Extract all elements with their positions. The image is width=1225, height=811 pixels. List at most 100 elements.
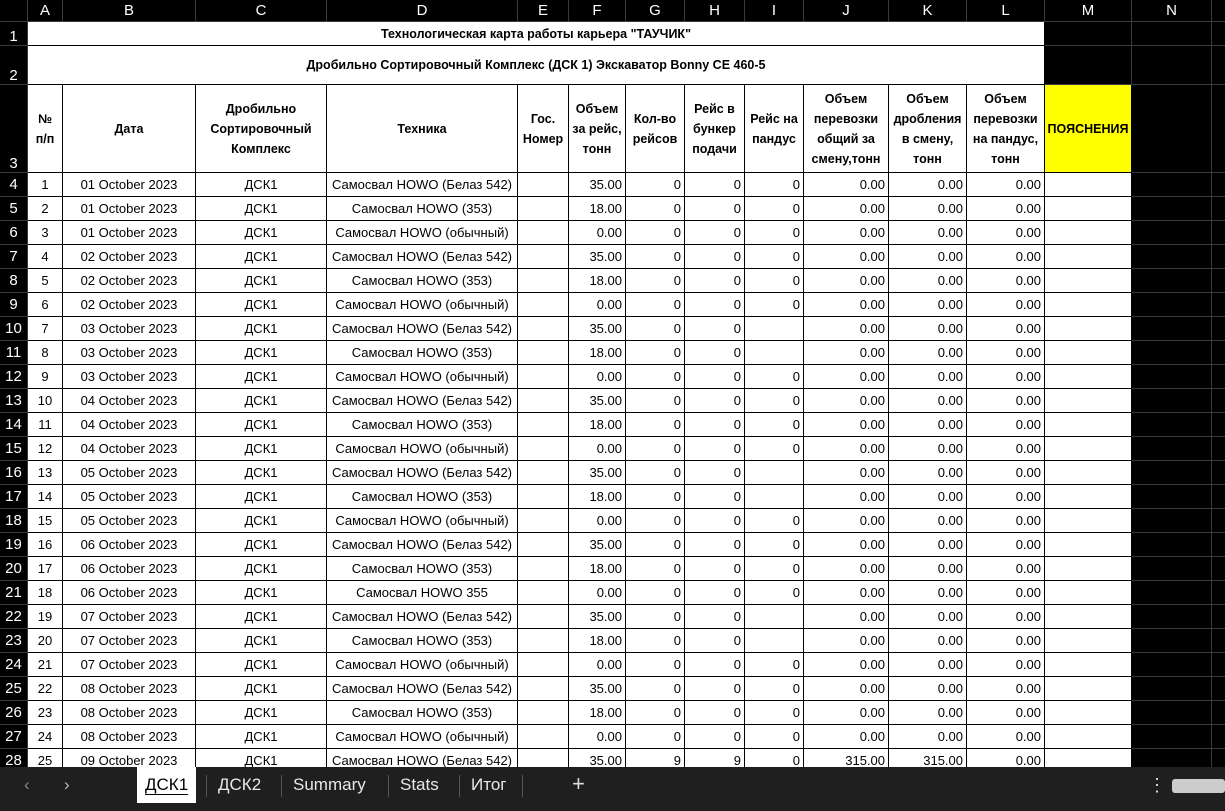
cell: Самосвал HOWO (Белаз 542) xyxy=(327,533,518,557)
cell: 0.00 xyxy=(804,509,889,533)
column-header xyxy=(1212,0,1225,22)
column-header: G xyxy=(626,0,685,22)
cell: 0.00 xyxy=(569,293,626,317)
row-header: 8 xyxy=(0,269,28,293)
cell: 35.00 xyxy=(569,389,626,413)
empty-cell xyxy=(1212,365,1225,389)
cell: 0.00 xyxy=(889,653,967,677)
empty-cell xyxy=(1212,605,1225,629)
cell: 0.00 xyxy=(967,629,1045,653)
cell: 0.00 xyxy=(967,365,1045,389)
sheet-tab[interactable]: Stats xyxy=(400,775,439,794)
cell: ДСК1 xyxy=(196,629,327,653)
cell: Самосвал HOWO (обычный) xyxy=(327,293,518,317)
row-header: 3 xyxy=(0,85,28,173)
column-title: Техника xyxy=(327,85,518,173)
column-title: Кол-во рейсов xyxy=(626,85,685,173)
cell: 0.00 xyxy=(889,485,967,509)
column-header: A xyxy=(28,0,63,22)
cell: 0 xyxy=(626,653,685,677)
sheet-tab[interactable]: Итог xyxy=(471,775,507,794)
cell: 9 xyxy=(685,749,745,767)
cell: ДСК1 xyxy=(196,245,327,269)
sheet-tab[interactable]: ДСК1 xyxy=(137,767,197,803)
cell xyxy=(518,317,569,341)
empty-cell xyxy=(1132,22,1212,46)
empty-cell xyxy=(1132,197,1212,221)
cell: 0.00 xyxy=(804,701,889,725)
cell: 06 October 2023 xyxy=(63,533,196,557)
column-header: K xyxy=(889,0,967,22)
cell: Самосвал HOWO (обычный) xyxy=(327,221,518,245)
column-header: N xyxy=(1132,0,1212,22)
sheet-tab[interactable]: ДСК2 xyxy=(218,775,262,794)
row-header: 15 xyxy=(0,437,28,461)
column-title: Объем дробления в смену, тонн xyxy=(889,85,967,173)
cell: 0.00 xyxy=(804,293,889,317)
cell xyxy=(518,365,569,389)
cell: ДСК1 xyxy=(196,221,327,245)
empty-cell xyxy=(1212,557,1225,581)
row-header: 1 xyxy=(0,22,28,46)
cell: 2 xyxy=(28,197,63,221)
scrollbar[interactable] xyxy=(1172,779,1225,793)
tab-separator xyxy=(388,775,389,797)
cell: 0.00 xyxy=(889,437,967,461)
empty-cell xyxy=(1132,605,1212,629)
cell: Самосвал HOWO (353) xyxy=(327,701,518,725)
cell xyxy=(518,437,569,461)
cell: 0.00 xyxy=(967,293,1045,317)
add-sheet[interactable]: + xyxy=(572,771,585,796)
column-header: I xyxy=(745,0,804,22)
cell: 0 xyxy=(685,677,745,701)
cell: Самосвал HOWO (353) xyxy=(327,413,518,437)
cell: 03 October 2023 xyxy=(63,341,196,365)
next-sheet[interactable]: › xyxy=(64,775,70,794)
cell: 02 October 2023 xyxy=(63,245,196,269)
cell: 0 xyxy=(626,221,685,245)
empty-cell xyxy=(1212,269,1225,293)
prev-sheet[interactable]: ‹ xyxy=(24,775,30,794)
cell: 0.00 xyxy=(967,437,1045,461)
cell: 0 xyxy=(626,245,685,269)
more-menu[interactable]: ⋮ xyxy=(1148,775,1166,795)
cell: 0.00 xyxy=(889,365,967,389)
empty-cell xyxy=(1132,581,1212,605)
cell xyxy=(518,701,569,725)
cell: 0 xyxy=(626,509,685,533)
column-header: B xyxy=(63,0,196,22)
cell: 0.00 xyxy=(804,605,889,629)
row-header: 24 xyxy=(0,653,28,677)
cell: 0.00 xyxy=(889,293,967,317)
row-header: 2 xyxy=(0,46,28,85)
cell: 4 xyxy=(28,245,63,269)
empty-cell xyxy=(1212,701,1225,725)
cell xyxy=(518,749,569,767)
cell: 7 xyxy=(28,317,63,341)
cell: 0 xyxy=(626,485,685,509)
cell: 315.00 xyxy=(804,749,889,767)
cell: 0.00 xyxy=(967,701,1045,725)
cell xyxy=(745,341,804,365)
cell: 0.00 xyxy=(889,317,967,341)
cell xyxy=(518,245,569,269)
cell: 6 xyxy=(28,293,63,317)
cell xyxy=(1045,269,1132,293)
cell: 0.00 xyxy=(804,221,889,245)
cell: 315.00 xyxy=(889,749,967,767)
cell xyxy=(1045,533,1132,557)
cell: Самосвал HOWO (Белаз 542) xyxy=(327,317,518,341)
row-header: 21 xyxy=(0,581,28,605)
cell: 0 xyxy=(745,533,804,557)
cell: 0.00 xyxy=(967,653,1045,677)
row-header: 17 xyxy=(0,485,28,509)
cell: 0 xyxy=(685,461,745,485)
cell: 0 xyxy=(745,725,804,749)
row-header: 23 xyxy=(0,629,28,653)
cell: 07 October 2023 xyxy=(63,605,196,629)
row-header: 11 xyxy=(0,341,28,365)
row-header: 13 xyxy=(0,389,28,413)
cell xyxy=(1045,413,1132,437)
sheet-tab[interactable]: Summary xyxy=(293,775,366,794)
row-header: 16 xyxy=(0,461,28,485)
